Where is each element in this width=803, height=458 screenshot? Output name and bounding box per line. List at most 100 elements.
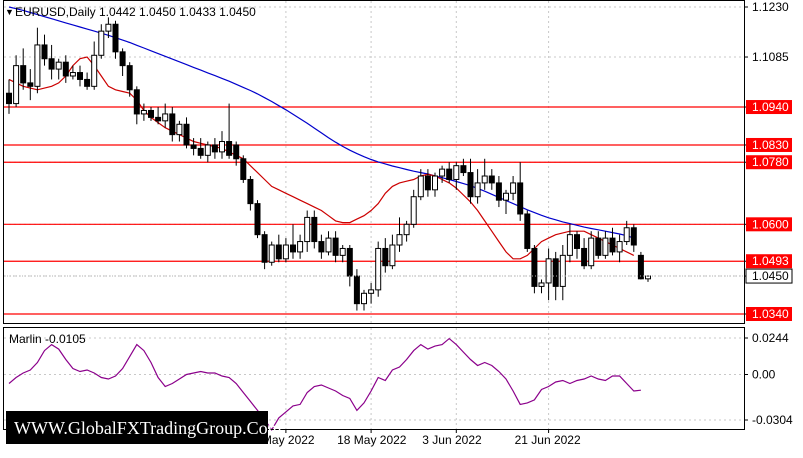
candle-body [20, 65, 27, 84]
ma-fast-line [8, 56, 635, 260]
candle [403, 220, 410, 242]
candle-body [112, 23, 119, 53]
candle [77, 65, 83, 87]
candle [91, 41, 98, 90]
candle [467, 158, 474, 204]
current-price-label: 1.0450 [752, 269, 789, 283]
candle-body [389, 244, 396, 267]
candle-body [467, 172, 474, 198]
candle-body [226, 141, 233, 156]
level-label: 1.0940 [752, 100, 789, 114]
candle [588, 231, 595, 270]
candle [375, 241, 382, 297]
candle-body [240, 158, 247, 180]
candle [226, 103, 233, 159]
candle-body [126, 65, 133, 91]
candle [211, 138, 218, 159]
candle [552, 251, 559, 301]
candle [254, 200, 261, 239]
candle [133, 86, 140, 125]
candle [495, 176, 502, 208]
candle [339, 245, 346, 263]
candle [623, 220, 630, 246]
level-label-box [746, 100, 792, 115]
candle-body [353, 275, 360, 305]
candle [62, 55, 69, 83]
candle-body [247, 178, 254, 205]
candle [48, 44, 55, 80]
candle-body [13, 65, 20, 105]
indicator-panel-frame [3, 327, 745, 430]
candle [311, 210, 318, 249]
candle [13, 55, 20, 108]
candle-body [410, 196, 417, 225]
candle [531, 245, 538, 294]
candle-body [133, 89, 140, 115]
candle [190, 138, 197, 156]
candle [140, 103, 147, 121]
candle-body [219, 141, 225, 153]
watermark-text: WWW.GlobalFXTradingGroup.Com [14, 418, 282, 438]
candle-body [574, 234, 580, 249]
candle-body [439, 168, 446, 177]
candle [581, 238, 588, 270]
candle [304, 210, 311, 252]
candle [275, 234, 282, 263]
candle-body [77, 72, 83, 80]
candle [183, 117, 190, 149]
candle [162, 103, 169, 128]
candle [112, 20, 119, 59]
candle-body [581, 247, 588, 267]
candle [389, 234, 396, 270]
candle [616, 234, 623, 263]
candle-body [595, 237, 602, 256]
candle [119, 48, 126, 76]
candle-body [62, 61, 69, 77]
candle [510, 176, 517, 201]
watermark-box [6, 411, 268, 444]
candle-body [346, 247, 353, 277]
candle-body [169, 113, 176, 136]
candle-body [453, 165, 460, 180]
candle [602, 231, 609, 259]
candle [233, 141, 240, 166]
level-label: 1.0600 [752, 217, 789, 231]
candle-body [183, 123, 190, 146]
candle-body [432, 175, 438, 191]
candle-body [41, 44, 48, 60]
candle-body [503, 192, 509, 201]
candle-body [524, 213, 531, 249]
candle-body [517, 182, 524, 215]
candle-body [254, 203, 261, 236]
level-label: 1.0340 [752, 307, 789, 321]
candle [410, 189, 417, 228]
candle [566, 224, 573, 263]
candle-body [268, 244, 275, 263]
candle-body [474, 182, 481, 198]
indicator-tick-label: -0.0304 [752, 413, 793, 427]
level-label-box [746, 307, 792, 321]
candle [84, 72, 91, 90]
candle [126, 62, 133, 97]
candle [204, 141, 211, 163]
candle-body [304, 216, 311, 243]
candle-body [211, 144, 218, 153]
price-tick-label: 1.1085 [752, 50, 789, 64]
candle-body [382, 247, 389, 267]
candle-body [148, 109, 154, 118]
candle [353, 269, 360, 311]
candle-body [176, 123, 183, 136]
symbol-header: EURUSD,Daily 1.0442 1.0450 1.0433 1.0450 [15, 5, 256, 19]
candle [325, 231, 332, 256]
candle [332, 231, 339, 263]
candle-body [552, 258, 559, 287]
candle [460, 158, 467, 177]
candle [439, 165, 446, 183]
candle-body [637, 254, 644, 280]
candle [396, 217, 403, 252]
candle-body [446, 168, 453, 180]
candle [559, 245, 566, 301]
candle [318, 234, 325, 259]
candle [297, 234, 304, 259]
candle [261, 231, 268, 270]
